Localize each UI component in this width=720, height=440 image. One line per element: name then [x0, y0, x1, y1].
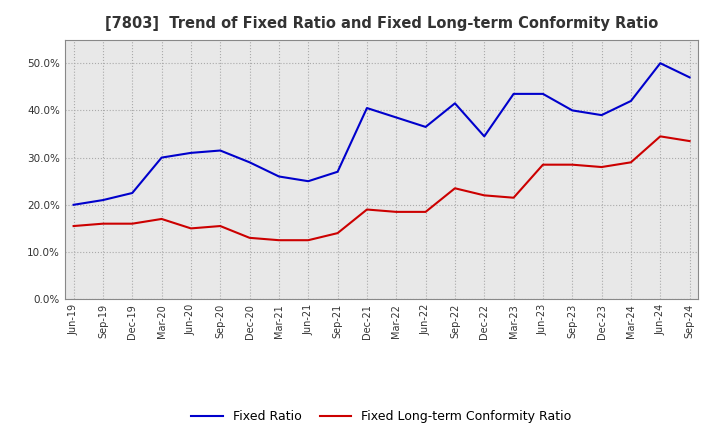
Fixed Ratio [509, 91, 518, 96]
Fixed Long-term Conformity Ratio [186, 226, 195, 231]
Fixed Ratio [451, 101, 459, 106]
Fixed Ratio [128, 191, 137, 196]
Title: [7803]  Trend of Fixed Ratio and Fixed Long-term Conformity Ratio: [7803] Trend of Fixed Ratio and Fixed Lo… [105, 16, 658, 32]
Line: Fixed Long-term Conformity Ratio: Fixed Long-term Conformity Ratio [73, 136, 690, 240]
Fixed Long-term Conformity Ratio [157, 216, 166, 222]
Fixed Ratio [626, 98, 635, 103]
Fixed Long-term Conformity Ratio [568, 162, 577, 167]
Fixed Ratio [69, 202, 78, 207]
Fixed Long-term Conformity Ratio [451, 186, 459, 191]
Fixed Long-term Conformity Ratio [421, 209, 430, 215]
Fixed Long-term Conformity Ratio [509, 195, 518, 200]
Fixed Long-term Conformity Ratio [480, 193, 489, 198]
Fixed Long-term Conformity Ratio [685, 139, 694, 144]
Fixed Ratio [246, 160, 254, 165]
Fixed Ratio [480, 134, 489, 139]
Fixed Long-term Conformity Ratio [333, 231, 342, 236]
Fixed Long-term Conformity Ratio [363, 207, 372, 212]
Fixed Ratio [186, 150, 195, 155]
Fixed Long-term Conformity Ratio [656, 134, 665, 139]
Fixed Ratio [392, 115, 400, 120]
Fixed Ratio [656, 61, 665, 66]
Fixed Ratio [216, 148, 225, 153]
Fixed Ratio [598, 113, 606, 118]
Fixed Ratio [568, 108, 577, 113]
Fixed Long-term Conformity Ratio [99, 221, 107, 226]
Fixed Ratio [99, 198, 107, 203]
Fixed Long-term Conformity Ratio [69, 224, 78, 229]
Fixed Long-term Conformity Ratio [304, 238, 312, 243]
Fixed Ratio [157, 155, 166, 160]
Fixed Ratio [539, 91, 547, 96]
Fixed Long-term Conformity Ratio [598, 165, 606, 170]
Fixed Long-term Conformity Ratio [392, 209, 400, 215]
Fixed Long-term Conformity Ratio [626, 160, 635, 165]
Fixed Ratio [363, 106, 372, 111]
Fixed Long-term Conformity Ratio [539, 162, 547, 167]
Fixed Ratio [333, 169, 342, 174]
Fixed Ratio [685, 75, 694, 80]
Fixed Long-term Conformity Ratio [216, 224, 225, 229]
Fixed Long-term Conformity Ratio [274, 238, 283, 243]
Fixed Long-term Conformity Ratio [128, 221, 137, 226]
Fixed Ratio [304, 179, 312, 184]
Fixed Long-term Conformity Ratio [246, 235, 254, 241]
Legend: Fixed Ratio, Fixed Long-term Conformity Ratio: Fixed Ratio, Fixed Long-term Conformity … [186, 405, 577, 428]
Fixed Ratio [274, 174, 283, 179]
Fixed Ratio [421, 124, 430, 129]
Line: Fixed Ratio: Fixed Ratio [73, 63, 690, 205]
